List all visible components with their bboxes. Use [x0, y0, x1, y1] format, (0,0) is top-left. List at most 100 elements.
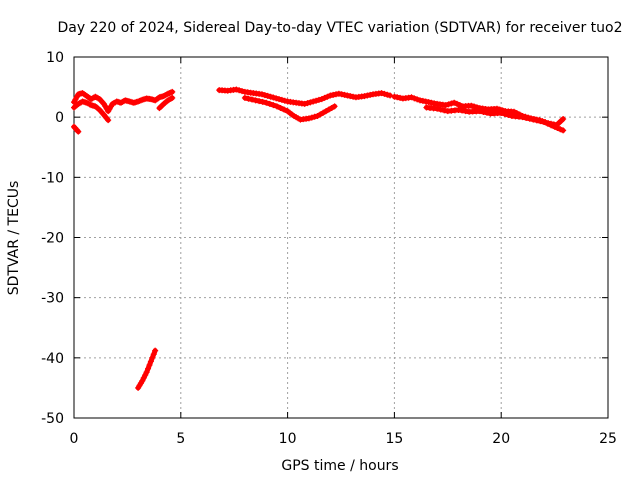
series-tuo2-f: [216, 86, 394, 107]
data-point: [330, 91, 337, 98]
data-point: [259, 98, 266, 105]
data-point: [313, 97, 320, 104]
data-point: [526, 115, 533, 122]
data-point: [169, 94, 176, 101]
data-point: [273, 103, 280, 110]
data-point: [281, 106, 288, 113]
data-point: [149, 354, 156, 361]
data-point: [236, 87, 243, 94]
data-point: [391, 93, 398, 100]
data-point: [557, 126, 564, 133]
x-tick-label: 25: [599, 431, 617, 447]
data-point: [321, 94, 328, 101]
data-point: [468, 102, 475, 109]
y-axis-label: SDTVAR / TECUs: [6, 181, 22, 296]
data-point: [411, 95, 418, 102]
data-point: [146, 362, 153, 369]
y-tick-label: -20: [41, 231, 64, 247]
x-axis-label: GPS time / hours: [281, 458, 398, 474]
data-point: [344, 92, 351, 99]
data-point: [152, 347, 159, 354]
data-point: [256, 98, 263, 105]
data-point: [519, 114, 526, 121]
data-point: [318, 96, 325, 103]
y-tick-label: 10: [46, 50, 64, 66]
data-point: [551, 123, 558, 130]
data-point: [305, 115, 312, 122]
data-point: [445, 101, 452, 108]
data-point: [560, 115, 567, 122]
data-point: [350, 93, 357, 100]
data-point: [530, 116, 537, 123]
data-point: [233, 86, 240, 93]
data-point: [476, 108, 483, 115]
data-point: [249, 96, 255, 103]
y-tick-label: -10: [41, 170, 64, 186]
data-point: [307, 99, 314, 106]
data-point: [462, 108, 469, 115]
data-point: [434, 105, 441, 112]
data-point: [105, 117, 112, 124]
y-tick-label: -30: [41, 291, 64, 307]
series-tuo2-a: [71, 88, 176, 115]
data-point: [442, 102, 449, 109]
data-point: [169, 88, 176, 95]
data-point: [455, 106, 462, 113]
data-point: [327, 92, 334, 99]
data-point: [471, 103, 478, 110]
data-point: [304, 100, 311, 107]
y-tick-label: -40: [41, 351, 64, 367]
data-point: [548, 122, 555, 129]
data-point: [311, 113, 318, 120]
grid-lines: [74, 57, 608, 418]
data-point: [335, 90, 342, 97]
data-point: [437, 106, 444, 113]
series-tuo2-g: [241, 94, 338, 123]
data-point: [397, 94, 404, 101]
tick-labels: 0 5 10 15 20 25 10 0 -10 -20 -30 -40 -50: [41, 50, 617, 447]
series-tuo2-c: [71, 123, 82, 135]
data-point: [428, 99, 435, 106]
data-point: [417, 97, 424, 104]
x-tick-label: 20: [492, 431, 510, 447]
x-tick-label: 15: [385, 431, 403, 447]
data-point: [394, 94, 401, 101]
data-point: [381, 90, 388, 97]
data-point: [422, 98, 429, 105]
chart-title: Day 220 of 2024, Sidereal Day-to-day VTE…: [57, 20, 622, 36]
data-point: [278, 96, 285, 103]
data-point: [459, 107, 466, 114]
data-point: [324, 93, 331, 100]
data-point: [451, 99, 458, 106]
data-point: [301, 100, 308, 107]
data-point: [266, 100, 273, 107]
data-point: [431, 100, 438, 107]
data-point: [143, 369, 150, 376]
data-point: [414, 96, 421, 103]
data-point: [537, 118, 544, 125]
data-point: [308, 114, 315, 121]
data-point: [270, 102, 277, 109]
x-tick-label: 0: [70, 431, 79, 447]
data-point: [273, 95, 280, 102]
data-point: [533, 117, 540, 124]
data-point: [241, 94, 248, 101]
data-point: [315, 96, 322, 103]
data-point: [387, 92, 394, 99]
data-point: [331, 103, 338, 110]
data-point: [560, 127, 567, 134]
axis-ticks: [73, 56, 609, 419]
data-point: [245, 95, 252, 102]
data-point: [310, 98, 317, 105]
data-point: [523, 114, 530, 121]
data-point: [341, 91, 348, 98]
x-tick-label: 5: [176, 431, 185, 447]
data-point: [544, 120, 551, 127]
data-point: [145, 365, 152, 372]
series-tuo2-e: [156, 94, 176, 112]
data-point: [276, 96, 283, 103]
data-point: [540, 118, 547, 125]
data-point: [239, 88, 246, 95]
data-point: [498, 109, 505, 116]
